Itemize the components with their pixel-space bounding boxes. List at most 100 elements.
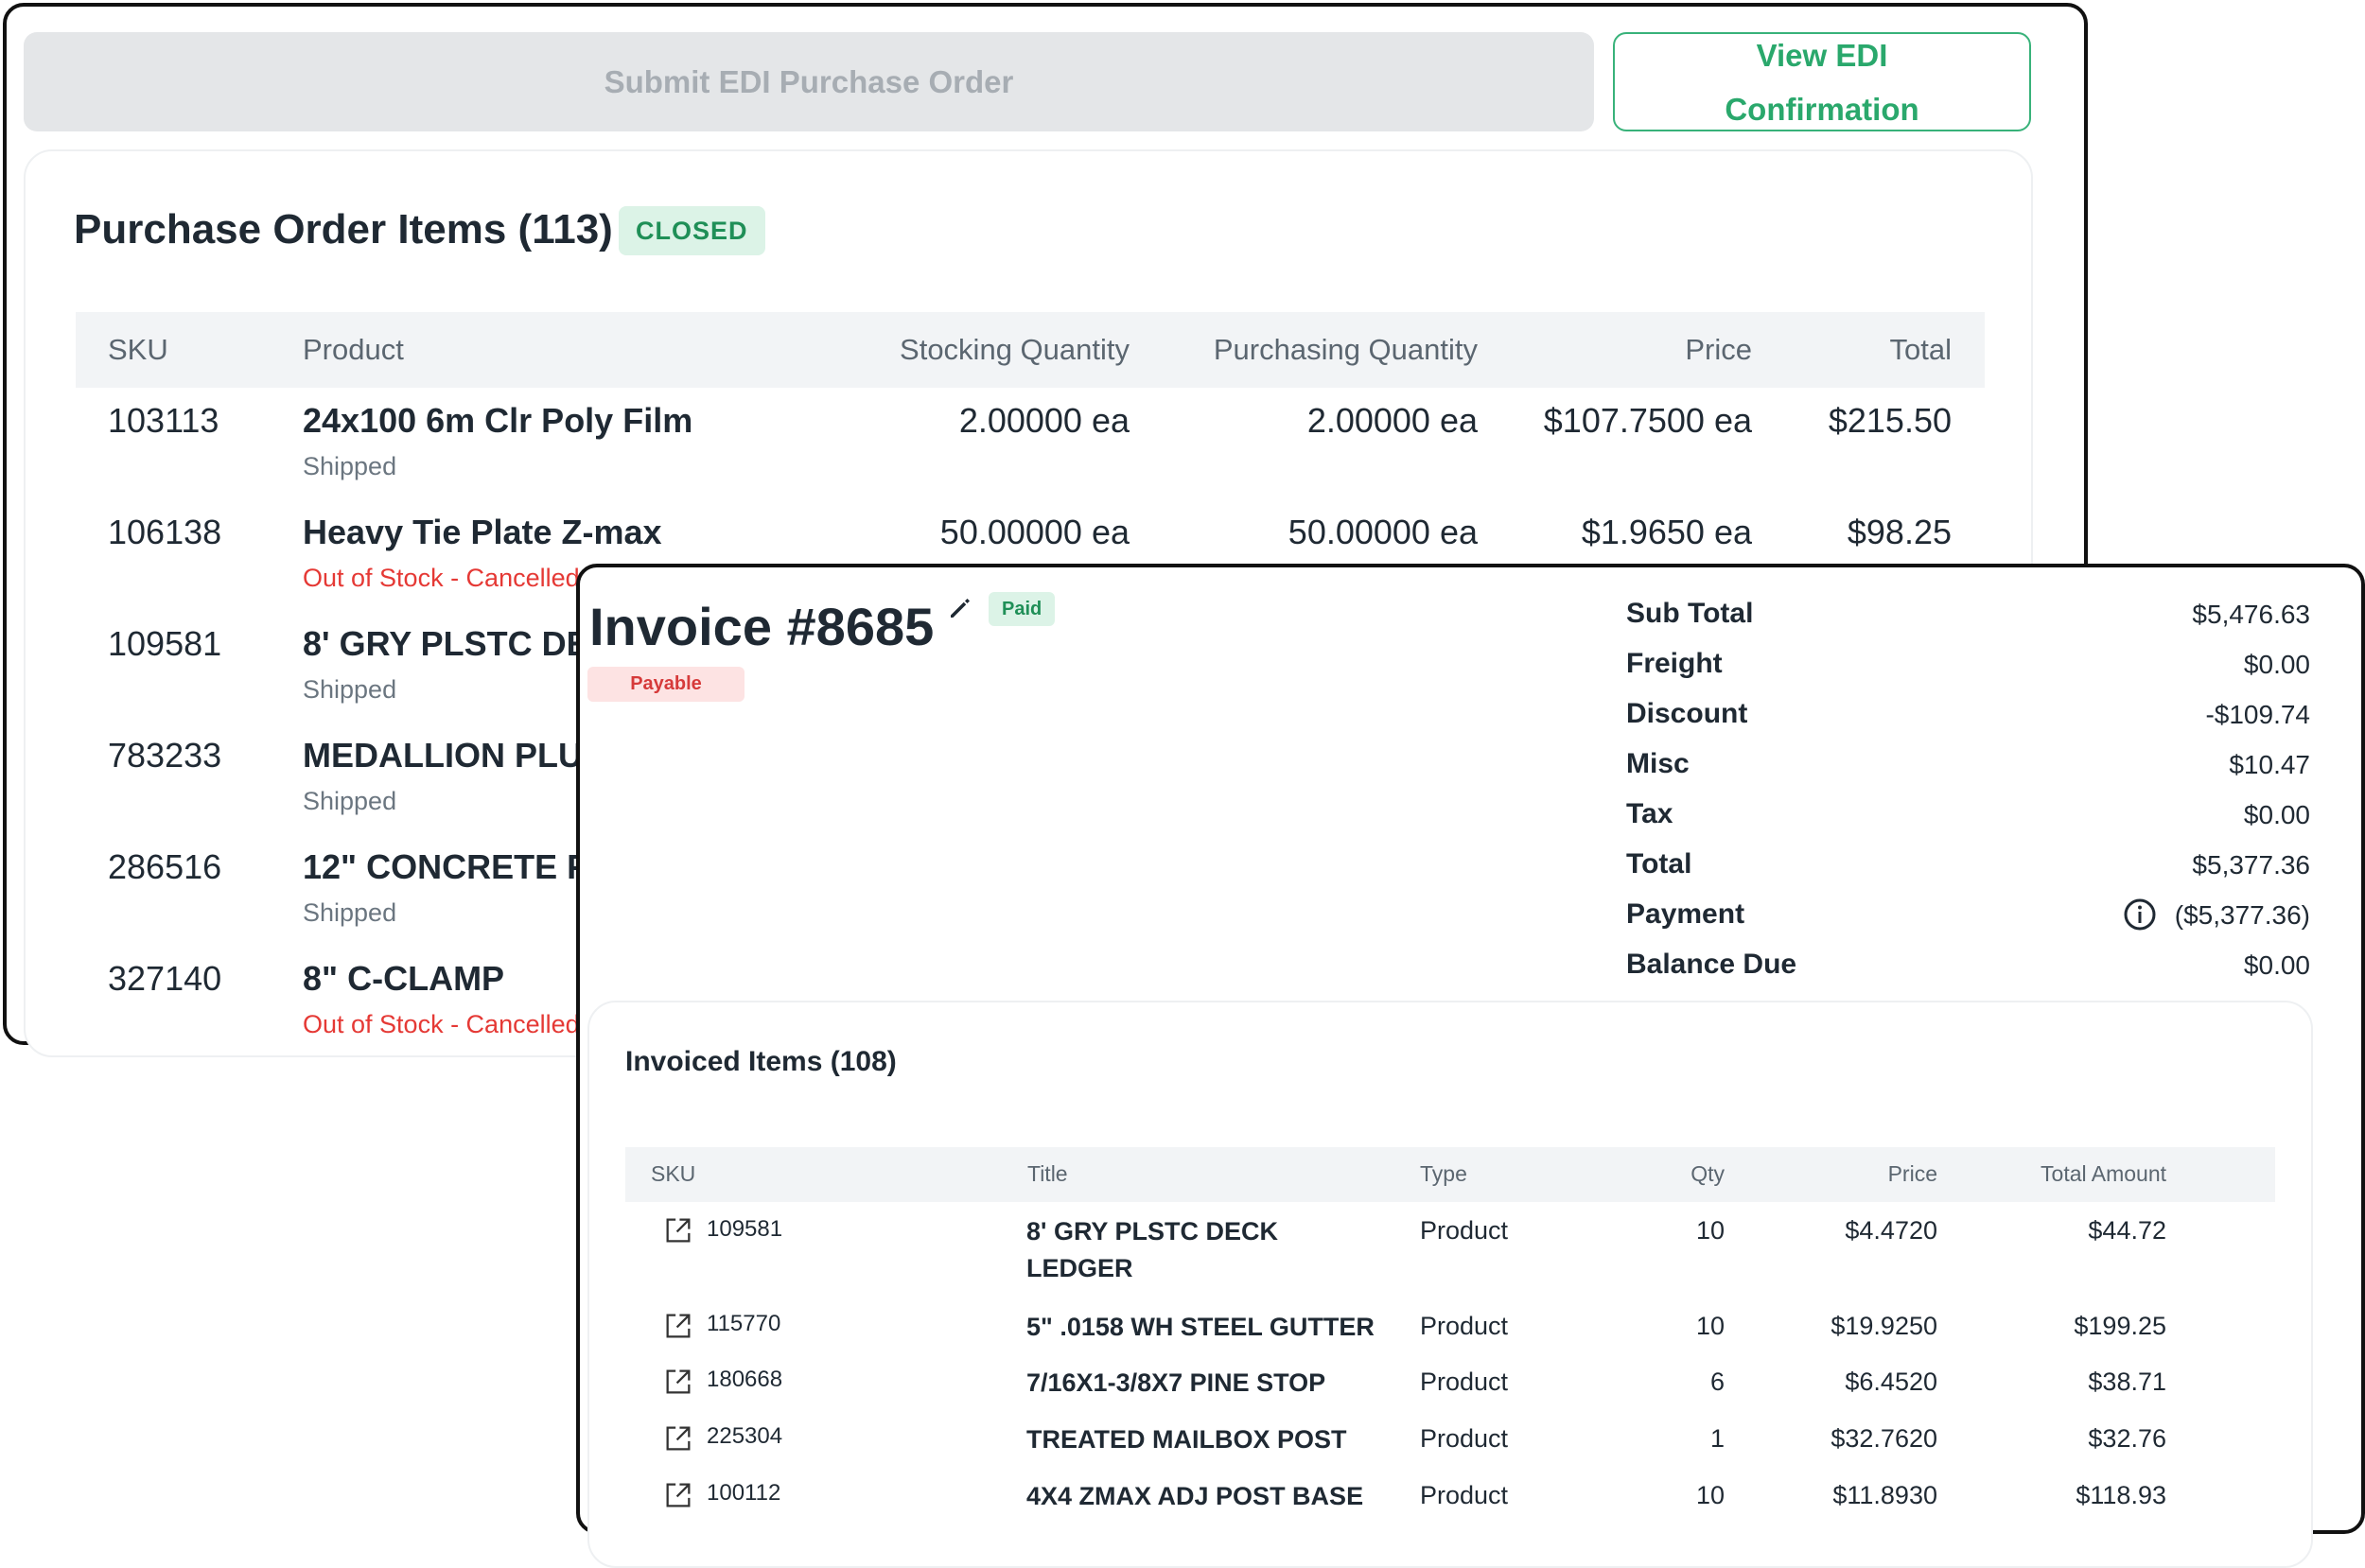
invoice-table-header <box>625 1147 2275 1202</box>
view-edi-label-line1: View EDI <box>1756 37 1888 73</box>
inv-sku[interactable]: 109581 <box>707 1216 783 1242</box>
payable-badge: Payable <box>587 667 745 702</box>
summary-label-freight: Freight <box>1626 648 1723 679</box>
summary-value-subtotal: $5,476.63 <box>2192 600 2310 629</box>
summary-label-discount: Discount <box>1626 698 1748 729</box>
po-price: $107.7500 ea <box>1543 401 1752 440</box>
inv-sku[interactable]: 115770 <box>707 1311 781 1336</box>
purchase-order-items-title: Purchase Order Items (113) <box>74 206 613 253</box>
summary-label-subtotal: Sub Total <box>1626 598 1754 629</box>
inv-col-total-amount[interactable]: Total Amount <box>2041 1161 2166 1186</box>
inv-col-type[interactable]: Type <box>1420 1161 1467 1186</box>
summary-label-balance-due: Balance Due <box>1626 949 1797 980</box>
po-status: Shipped <box>303 787 397 815</box>
inv-qty: 1 <box>1709 1424 1725 1453</box>
inv-total: $32.76 <box>2088 1424 2166 1453</box>
inv-title: TREATED MAILBOX POST <box>1026 1425 1347 1454</box>
inv-qty: 10 <box>1695 1481 1725 1509</box>
summary-label-tax: Tax <box>1626 798 1673 829</box>
invoiced-items-card <box>587 1001 2313 1568</box>
inv-type: Product <box>1420 1312 1509 1340</box>
inv-price: $4.4720 <box>1845 1216 1937 1245</box>
inv-title: 7/16X1-3/8X7 PINE STOP <box>1026 1368 1326 1397</box>
summary-value-freight: $0.00 <box>2243 650 2310 679</box>
inv-qty: 10 <box>1695 1312 1725 1340</box>
inv-title: 5" .0158 WH STEEL GUTTER <box>1026 1313 1375 1341</box>
inv-col-title[interactable]: Title <box>1027 1161 1068 1186</box>
info-icon[interactable] <box>2123 897 2157 932</box>
invoice-title: Invoice #8685 <box>589 597 935 656</box>
inv-qty: 6 <box>1709 1368 1725 1396</box>
inv-sku[interactable]: 225304 <box>707 1423 783 1449</box>
summary-value-misc: $10.47 <box>2229 750 2310 779</box>
po-col-total[interactable]: Total <box>1889 333 1952 366</box>
inv-col-qty[interactable]: Qty <box>1691 1161 1725 1186</box>
external-link-icon[interactable] <box>662 1422 694 1455</box>
summary-value-balance-due: $0.00 <box>2243 950 2310 980</box>
po-total: $215.50 <box>1828 401 1952 440</box>
po-product[interactable]: 8' GRY PLSTC DE <box>303 624 589 663</box>
summary-label-payment: Payment <box>1626 898 1745 930</box>
po-purchasing-qty: 2.00000 ea <box>1306 401 1478 440</box>
inv-price: $6.4520 <box>1845 1368 1937 1396</box>
po-col-purchasing-qty[interactable]: Purchasing Quantity <box>1213 333 1478 366</box>
summary-label-misc: Misc <box>1626 748 1690 779</box>
inv-total: $118.93 <box>2076 1481 2166 1509</box>
po-table-header <box>76 312 1985 388</box>
po-sku: 106138 <box>108 513 222 551</box>
po-status: Shipped <box>303 452 397 480</box>
inv-type: Product <box>1420 1481 1509 1509</box>
inv-qty: 10 <box>1695 1216 1725 1245</box>
inv-sku[interactable]: 180668 <box>707 1367 783 1392</box>
summary-value-payment: ($5,377.36) <box>2174 900 2310 930</box>
inv-total: $199.25 <box>2074 1312 2166 1340</box>
view-edi-confirmation-button[interactable]: View EDI Confirmation <box>1613 32 2031 131</box>
inv-total: $44.72 <box>2088 1216 2166 1245</box>
po-col-product[interactable]: Product <box>303 333 404 366</box>
summary-value-total: $5,377.36 <box>2192 850 2310 880</box>
external-link-icon[interactable] <box>662 1479 694 1511</box>
summary-value-discount: -$109.74 <box>2205 700 2310 729</box>
inv-sku[interactable]: 100112 <box>707 1480 781 1506</box>
view-edi-label-line2: Confirmation <box>1725 91 1919 127</box>
external-link-icon[interactable] <box>662 1366 694 1398</box>
inv-col-sku[interactable]: SKU <box>651 1161 696 1186</box>
inv-title: 8' GRY PLSTC DECK LEDGER <box>1026 1217 1278 1282</box>
inv-price: $11.8930 <box>1832 1481 1937 1509</box>
po-product[interactable]: 8" C-CLAMP <box>303 959 505 998</box>
po-product[interactable]: 12" CONCRETE FO <box>303 847 615 886</box>
po-status: Shipped <box>303 675 397 704</box>
po-purchasing-qty: 50.00000 ea <box>1288 513 1478 551</box>
summary-label-total: Total <box>1626 848 1692 880</box>
po-stocking-qty: 2.00000 ea <box>958 401 1130 440</box>
submit-edi-purchase-order-button[interactable]: Submit EDI Purchase Order <box>24 32 1594 131</box>
po-stocking-qty: 50.00000 ea <box>939 513 1130 551</box>
po-sku: 109581 <box>108 624 222 663</box>
po-sku: 103113 <box>108 401 219 440</box>
po-total: $98.25 <box>1847 513 1952 551</box>
po-status: Out of Stock - Cancelled <box>303 1010 580 1038</box>
external-link-icon[interactable] <box>662 1214 694 1246</box>
inv-col-price[interactable]: Price <box>1887 1161 1937 1186</box>
po-product[interactable]: MEDALLION PLUS <box>303 736 605 775</box>
inv-total: $38.71 <box>2088 1368 2166 1396</box>
po-col-stocking-qty[interactable]: Stocking Quantity <box>900 333 1130 366</box>
invoiced-items-title: Invoiced Items (108) <box>625 1046 897 1077</box>
pencil-icon[interactable] <box>946 594 974 622</box>
inv-title: 4X4 ZMAX ADJ POST BASE <box>1026 1482 1364 1510</box>
po-status: Shipped <box>303 898 397 927</box>
po-price: $1.9650 ea <box>1581 513 1752 551</box>
po-product[interactable]: 24x100 6m Clr Poly Film <box>303 401 693 440</box>
po-product[interactable]: Heavy Tie Plate Z-max <box>303 513 662 551</box>
po-sku: 327140 <box>108 959 222 998</box>
external-link-icon[interactable] <box>662 1310 694 1342</box>
paid-badge: Paid <box>989 592 1056 626</box>
inv-type: Product <box>1420 1368 1509 1396</box>
po-col-price[interactable]: Price <box>1685 333 1752 366</box>
po-col-sku[interactable]: SKU <box>108 333 168 366</box>
po-sku: 783233 <box>108 736 222 775</box>
inv-type: Product <box>1420 1424 1509 1453</box>
summary-value-tax: $0.00 <box>2243 800 2310 829</box>
po-status: Out of Stock - Cancelled <box>303 564 580 592</box>
po-sku: 286516 <box>108 847 222 886</box>
